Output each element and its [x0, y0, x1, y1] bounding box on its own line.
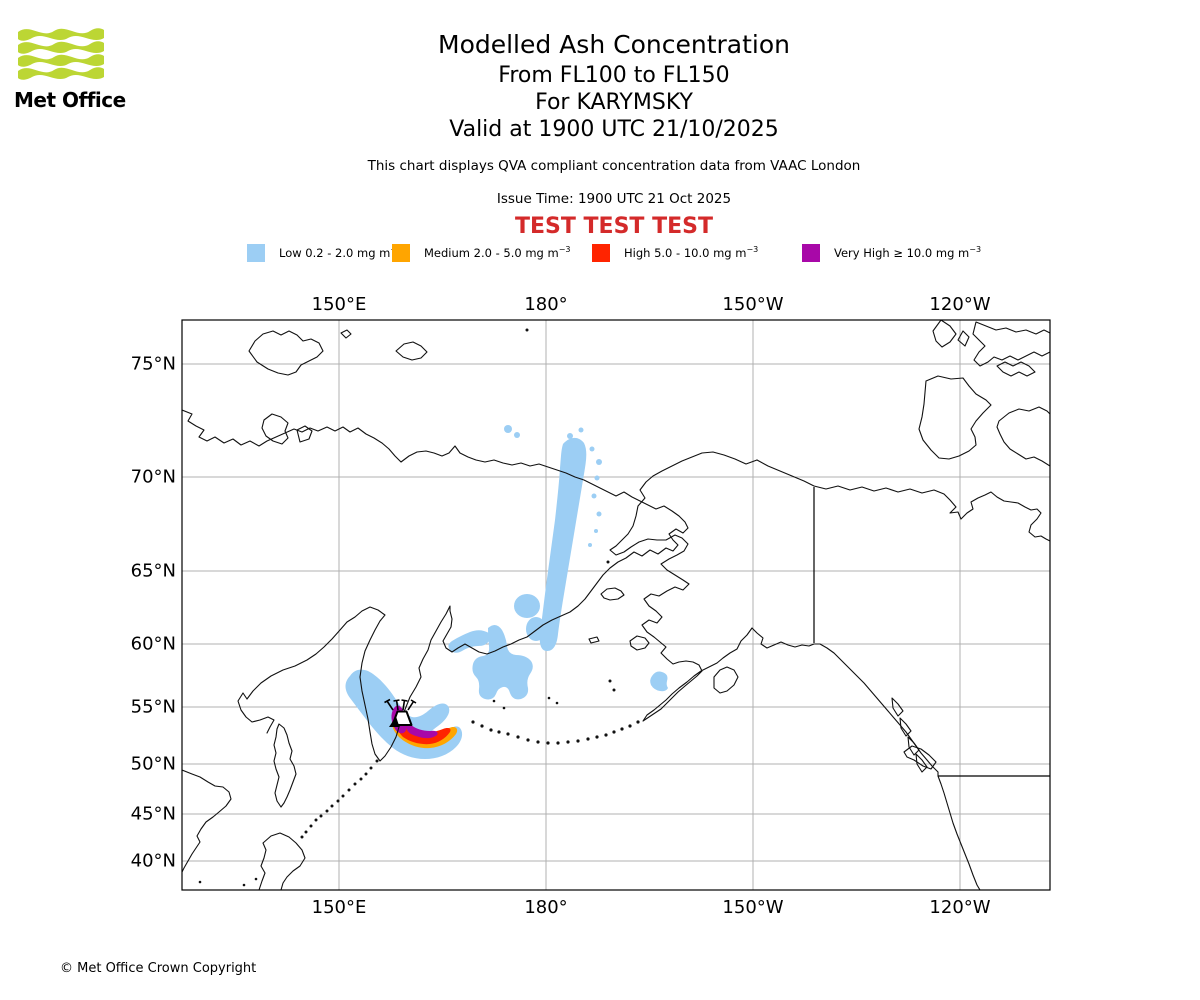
- map-frame: [181, 319, 1051, 891]
- ash-hook-band: [448, 630, 489, 653]
- page-title: Modelled Ash Concentration: [438, 30, 790, 59]
- lon-tick-top: 150°E: [311, 294, 367, 315]
- very-high-swatch-icon: [802, 243, 820, 262]
- island-st-matthew: [588, 636, 600, 644]
- high-swatch-icon: [592, 243, 610, 262]
- island-arctic-arch-2: [957, 330, 970, 347]
- island-new-siberian-1: [248, 330, 324, 376]
- island-coastal-a: [261, 413, 289, 445]
- lat-tick: 50°N: [130, 753, 176, 775]
- island-panhandle-1: [891, 697, 904, 717]
- legend-item-very-high: Very High ≥ 10.0 mg m−3: [802, 243, 981, 262]
- lon-tick-top: 120°W: [929, 294, 991, 315]
- island-banks: [918, 375, 992, 460]
- lon-tick-bottom: 120°W: [929, 897, 991, 918]
- lon-tick-bottom: 150°W: [722, 897, 784, 918]
- island-panhandle-2: [899, 717, 912, 737]
- valid-time-subtitle: Valid at 1900 UTC 21/10/2025: [449, 117, 779, 142]
- legend-label: Very High ≥ 10.0 mg m−3: [834, 245, 982, 260]
- legend-item-medium: Medium 2.0 - 5.0 mg m−3: [392, 243, 571, 262]
- copyright-notice: © Met Office Crown Copyright: [60, 961, 257, 976]
- lat-tick: 45°N: [130, 803, 176, 825]
- met-office-wordmark: Met Office: [14, 88, 126, 112]
- medium-swatch-icon: [392, 243, 410, 262]
- lat-tick: 70°N: [130, 466, 176, 488]
- lon-tick-top: 150°W: [722, 294, 784, 315]
- border-lines: [813, 487, 1050, 777]
- ash-plume-column: [539, 437, 587, 651]
- island-arctic-arch-4: [996, 361, 1036, 377]
- island-panhandle-3: [907, 736, 920, 756]
- coast-alaska: [609, 451, 981, 890]
- met-office-waves-icon: [18, 28, 104, 80]
- island-dots: [198, 328, 640, 887]
- lon-tick-top: 180°: [524, 294, 568, 315]
- ash-high-layer: [396, 717, 451, 745]
- lat-tick: 75°N: [130, 353, 176, 375]
- issue-time: Issue Time: 1900 UTC 21 Oct 2025: [496, 191, 732, 207]
- island-hokkaido: [258, 832, 306, 890]
- lat-tick: 40°N: [130, 850, 176, 872]
- met-office-logo: Met Office: [14, 22, 134, 112]
- coastlines: [182, 320, 1050, 890]
- island-arctic-arch-3: [972, 321, 1050, 367]
- island-coastal-b: [296, 425, 313, 443]
- graticule-gridlines: [182, 320, 1050, 890]
- lon-tick-bottom: 180°: [524, 897, 568, 918]
- volcano-subtitle: For KARYMSKY: [535, 90, 693, 115]
- legend-item-high: High 5.0 - 10.0 mg m−3: [592, 243, 758, 262]
- test-banner: TEST TEST TEST: [515, 214, 713, 239]
- legend-exponent: −3: [969, 245, 982, 255]
- island-new-siberian-2: [395, 341, 428, 361]
- island-st-lawrence: [600, 587, 625, 601]
- lon-tick-bottom: 150°E: [311, 897, 367, 918]
- volcano-marker-icon: [384, 698, 417, 727]
- lat-tick: 65°N: [130, 560, 176, 582]
- island-arctic-arch-1: [932, 320, 957, 348]
- low-swatch-icon: [247, 243, 265, 262]
- island-vancouver: [903, 745, 937, 770]
- ash-anchor-plume: [472, 624, 533, 700]
- legend-label: Medium 2.0 - 5.0 mg m−3: [424, 245, 571, 260]
- island-sakhalin: [273, 723, 297, 808]
- coast-okhotsk-mainland: [182, 769, 232, 873]
- island-new-siberian-3: [340, 329, 352, 339]
- lat-tick: 55°N: [130, 696, 176, 718]
- island-victoria: [996, 406, 1050, 467]
- coast-arctic-canada: [756, 459, 1050, 542]
- island-nunivak: [629, 635, 650, 651]
- qva-description: This chart displays QVA compliant concen…: [367, 158, 861, 174]
- lat-tick: 60°N: [130, 633, 176, 655]
- ash-bering-blob: [650, 671, 668, 692]
- legend-label: High 5.0 - 10.0 mg m−3: [624, 245, 759, 260]
- legend-exponent: −3: [558, 245, 571, 255]
- island-kodiak: [713, 666, 739, 694]
- legend-exponent: −3: [746, 245, 759, 255]
- flight-level-subtitle: From FL100 to FL150: [498, 63, 730, 88]
- coast-siberia-kamchatka-okhotsk: [182, 409, 689, 762]
